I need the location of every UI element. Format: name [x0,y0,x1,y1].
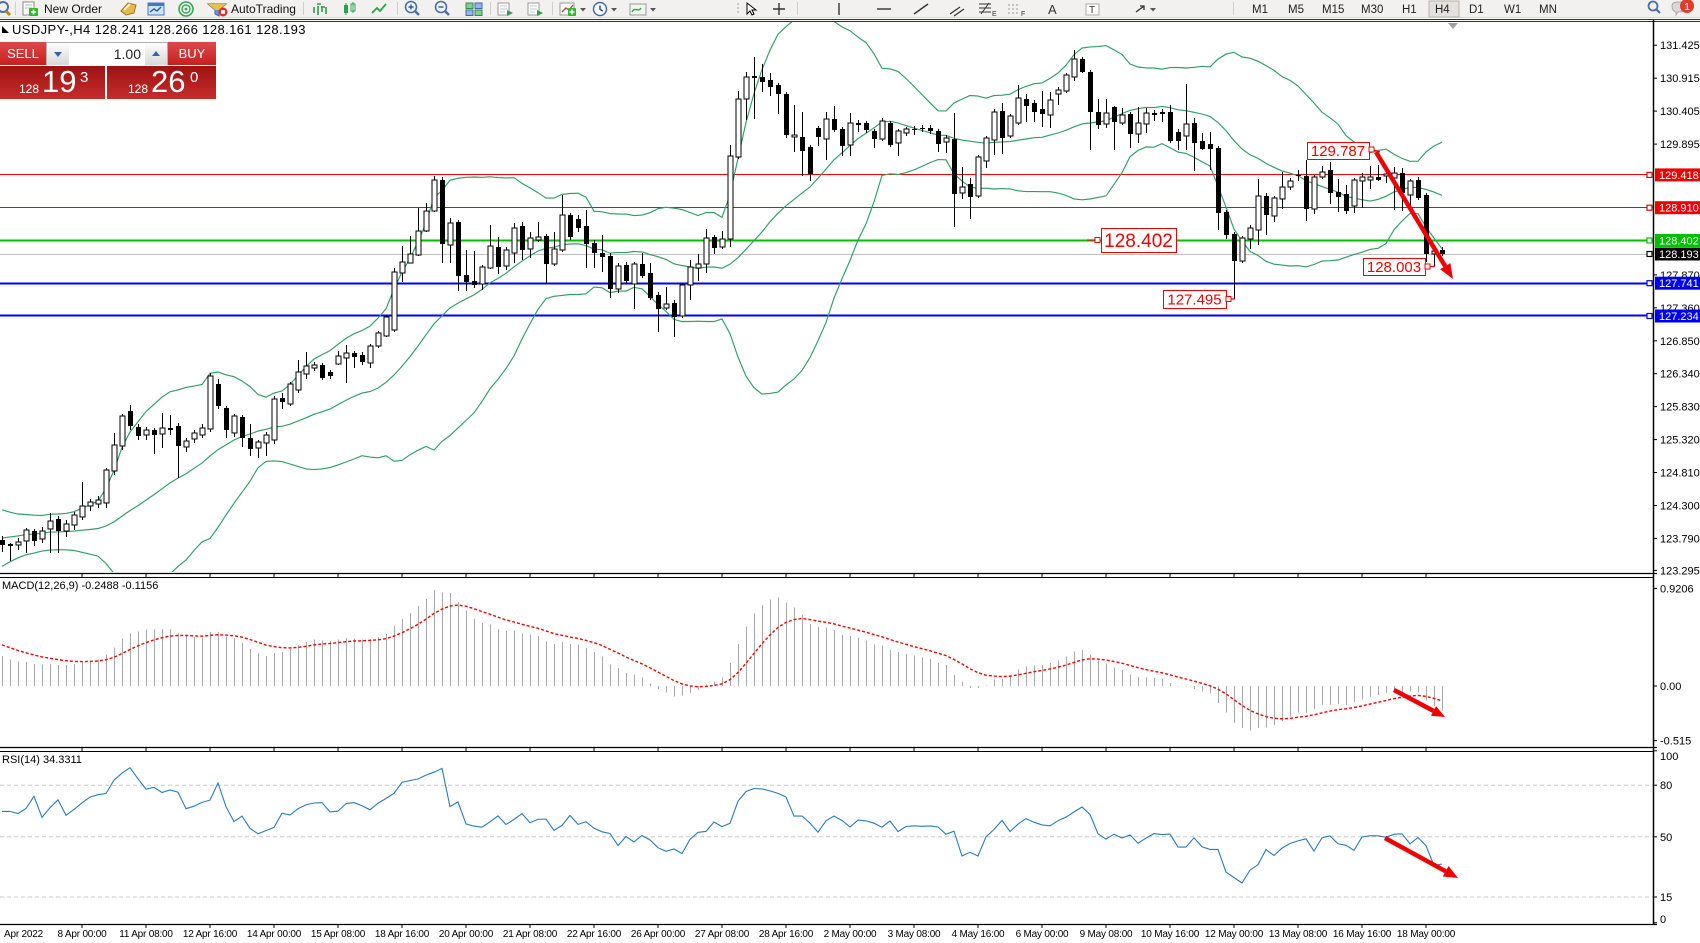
svg-text:2 May 00:00: 2 May 00:00 [824,929,877,940]
svg-text:14 Apr 00:00: 14 Apr 00:00 [247,929,302,940]
svg-text:RSI(14) 34.3311: RSI(14) 34.3311 [2,754,82,766]
svg-text:21 Apr 08:00: 21 Apr 08:00 [503,929,558,940]
svg-text:D1: D1 [1469,4,1484,16]
svg-text:20 Apr 00:00: 20 Apr 00:00 [439,929,494,940]
svg-text:18 May 00:00: 18 May 00:00 [1397,929,1456,940]
svg-text:126.850: 126.850 [1660,336,1700,348]
svg-text:131.425: 131.425 [1660,40,1700,52]
svg-text:Apr 2022: Apr 2022 [4,929,44,940]
svg-text:127.495: 127.495 [1167,291,1221,308]
svg-text:MN: MN [1539,4,1557,16]
svg-text:H1: H1 [1402,4,1417,16]
svg-text:28 Apr 16:00: 28 Apr 16:00 [759,929,814,940]
svg-text:126.340: 126.340 [1660,369,1700,381]
svg-text:AutoTrading: AutoTrading [231,2,296,16]
svg-text:80: 80 [1660,780,1672,792]
svg-text:124.810: 124.810 [1660,468,1700,480]
svg-text:MACD(12,26,9) -0.2488 -0.1156: MACD(12,26,9) -0.2488 -0.1156 [2,580,158,592]
svg-text:11 Apr 08:00: 11 Apr 08:00 [119,929,173,940]
svg-text:50: 50 [1660,832,1672,844]
svg-text:0.9206: 0.9206 [1660,583,1694,595]
svg-text:128.910: 128.910 [1659,203,1699,215]
svg-text:M15: M15 [1322,4,1344,16]
svg-text:127.741: 127.741 [1659,278,1699,290]
svg-text:0.00: 0.00 [1660,681,1681,693]
svg-text:-0.515: -0.515 [1660,736,1691,748]
svg-text:F: F [1021,11,1025,18]
svg-text:128.402: 128.402 [1659,236,1699,248]
svg-text:127.234: 127.234 [1659,311,1699,323]
svg-text:128.193: 128.193 [1659,249,1699,261]
svg-text:125.320: 125.320 [1660,435,1700,447]
svg-text:4 May 16:00: 4 May 16:00 [952,929,1005,940]
svg-text:129.787: 129.787 [1311,143,1365,160]
svg-text:130.915: 130.915 [1660,73,1700,85]
svg-text:123.295: 123.295 [1660,565,1700,577]
svg-text:10 May 16:00: 10 May 16:00 [1141,929,1200,940]
svg-text:22 Apr 16:00: 22 Apr 16:00 [567,929,622,940]
svg-text:12 Apr 16:00: 12 Apr 16:00 [183,929,238,940]
svg-text:16 May 16:00: 16 May 16:00 [1333,929,1392,940]
svg-text:9 May 08:00: 9 May 08:00 [1080,929,1133,940]
svg-text:USDJPY-,H4 128.241 128.266 12: USDJPY-,H4 128.241 128.266 128.161 128.1… [12,22,306,37]
svg-text:129.895: 129.895 [1660,139,1700,151]
svg-text:E: E [992,11,997,18]
svg-text:128.402: 128.402 [1104,231,1173,252]
svg-text:26 Apr 00:00: 26 Apr 00:00 [631,929,686,940]
svg-text:15: 15 [1660,892,1672,904]
svg-text:100: 100 [1660,751,1678,763]
svg-text:130.405: 130.405 [1660,106,1700,118]
svg-text:128.003: 128.003 [1367,259,1421,276]
svg-text:A: A [1048,2,1057,17]
svg-text:13 May 08:00: 13 May 08:00 [1269,929,1328,940]
svg-text:M1: M1 [1252,4,1268,16]
svg-text:M5: M5 [1288,4,1304,16]
svg-text:T: T [1089,5,1095,16]
svg-text:1: 1 [1684,1,1690,13]
svg-text:124.300: 124.300 [1660,501,1700,513]
svg-text:3 May 08:00: 3 May 08:00 [888,929,941,940]
svg-text:6 May 00:00: 6 May 00:00 [1016,929,1069,940]
svg-text:123.790: 123.790 [1660,533,1700,545]
svg-text:129.418: 129.418 [1659,170,1699,182]
svg-text:12 May 00:00: 12 May 00:00 [1205,929,1264,940]
svg-text:0: 0 [1660,914,1666,926]
svg-text:New Order: New Order [44,2,102,16]
svg-text:W1: W1 [1504,4,1521,16]
svg-text:15 Apr 08:00: 15 Apr 08:00 [311,929,366,940]
svg-text:H4: H4 [1435,4,1450,16]
svg-text:8 Apr 00:00: 8 Apr 00:00 [58,929,108,940]
svg-text:18 Apr 16:00: 18 Apr 16:00 [375,929,430,940]
svg-text:125.830: 125.830 [1660,402,1700,414]
svg-text:M30: M30 [1361,4,1383,16]
svg-text:27 Apr 08:00: 27 Apr 08:00 [695,929,750,940]
